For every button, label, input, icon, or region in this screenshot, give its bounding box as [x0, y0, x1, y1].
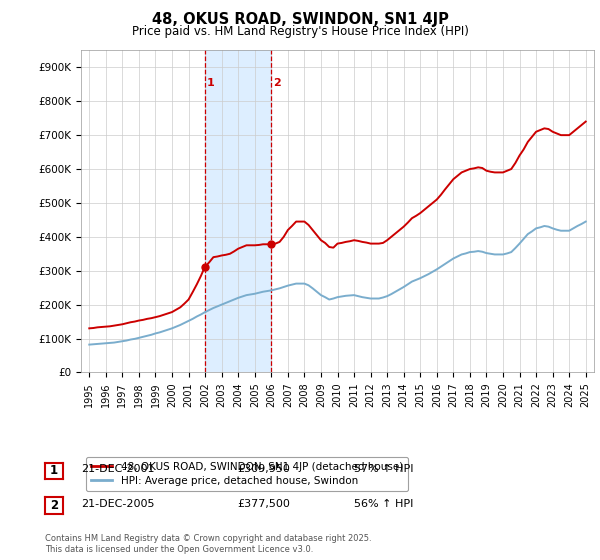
Text: 21-DEC-2001: 21-DEC-2001: [81, 464, 155, 474]
Text: £377,500: £377,500: [237, 499, 290, 509]
Text: Price paid vs. HM Land Registry's House Price Index (HPI): Price paid vs. HM Land Registry's House …: [131, 25, 469, 38]
Text: £309,950: £309,950: [237, 464, 290, 474]
Text: Contains HM Land Registry data © Crown copyright and database right 2025.
This d: Contains HM Land Registry data © Crown c…: [45, 534, 371, 554]
Bar: [205, 50, 271, 372]
Text: 1: 1: [207, 77, 215, 87]
Text: 48, OKUS ROAD, SWINDON, SN1 4JP: 48, OKUS ROAD, SWINDON, SN1 4JP: [152, 12, 448, 27]
Legend: 48, OKUS ROAD, SWINDON, SN1 4JP (detached house), HPI: Average price, detached h: 48, OKUS ROAD, SWINDON, SN1 4JP (detache…: [86, 456, 408, 491]
Text: 21-DEC-2005: 21-DEC-2005: [81, 499, 155, 509]
Text: 1: 1: [50, 464, 58, 478]
Text: 2: 2: [273, 77, 281, 87]
Text: 57% ↑ HPI: 57% ↑ HPI: [354, 464, 413, 474]
Text: 56% ↑ HPI: 56% ↑ HPI: [354, 499, 413, 509]
Text: 2: 2: [50, 499, 58, 512]
